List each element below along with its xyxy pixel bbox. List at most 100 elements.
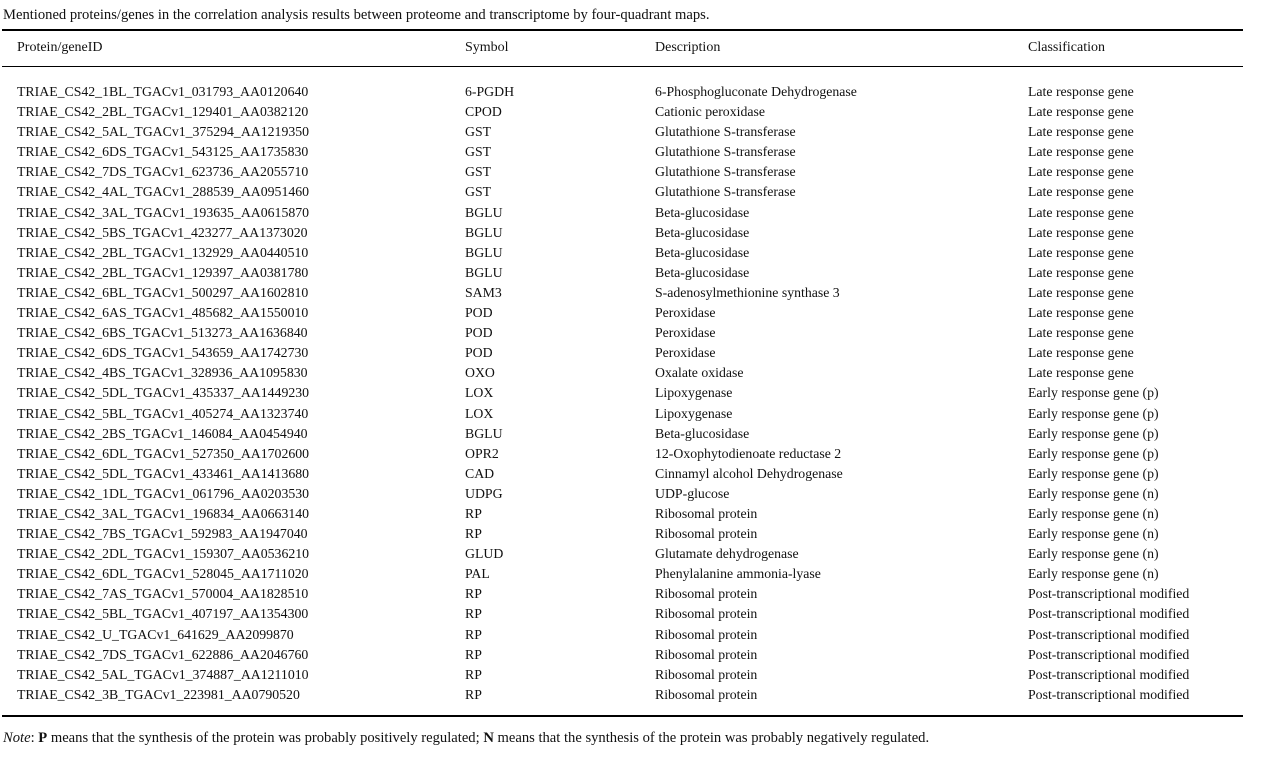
cell-symbol: LOX	[465, 405, 494, 421]
table-row: TRIAE_CS42_7DS_TGACv1_623736_AA2055710 GS…	[2, 162, 1243, 182]
table-caption: Mentioned proteins/genes in the correlat…	[3, 7, 710, 23]
footnote-label: Note	[3, 729, 31, 746]
cell-symbol: GST	[465, 184, 492, 200]
cell-classification: Early response gene (p)	[1028, 425, 1159, 441]
column-header-description: Description	[655, 30, 1028, 67]
cell-protein-id: TRIAE_CS42_7DS_TGACv1_622886_AA2046760	[17, 646, 309, 662]
table-row: TRIAE_CS42_5AL_TGACv1_374887_AA1211010 RP…	[2, 665, 1243, 685]
cell-classification: Post-transcriptional modified	[1028, 646, 1190, 662]
cell-symbol: RP	[465, 626, 482, 642]
cell-description: Ribosomal protein	[655, 626, 758, 642]
table-row: TRIAE_CS42_6DL_TGACv1_527350_AA1702600 OP…	[2, 444, 1243, 464]
table-row: TRIAE_CS42_5BS_TGACv1_423277_AA1373020 BG…	[2, 223, 1243, 243]
cell-symbol: CAD	[465, 465, 495, 481]
cell-protein-id: TRIAE_CS42_2DL_TGACv1_159307_AA0536210	[17, 546, 310, 562]
column-header-protein-id: Protein/geneID	[2, 30, 465, 67]
cell-description: Ribosomal protein	[655, 646, 758, 662]
table-row: TRIAE_CS42_2BL_TGACv1_129401_AA0382120 CP…	[2, 102, 1243, 122]
cell-protein-id: TRIAE_CS42_5BS_TGACv1_423277_AA1373020	[17, 224, 308, 240]
table-row: TRIAE_CS42_6DL_TGACv1_528045_AA1711020 PA…	[2, 564, 1243, 584]
cell-symbol: BGLU	[465, 264, 503, 280]
table-row: TRIAE_CS42_7BS_TGACv1_592983_AA1947040 RP…	[2, 524, 1243, 544]
cell-protein-id: TRIAE_CS42_7BS_TGACv1_592983_AA1947040	[17, 526, 308, 542]
table-row: TRIAE_CS42_6BL_TGACv1_500297_AA1602810 SA…	[2, 283, 1243, 303]
cell-protein-id: TRIAE_CS42_3B_TGACv1_223981_AA0790520	[17, 686, 300, 702]
cell-classification: Late response gene	[1028, 325, 1134, 341]
cell-symbol: SAM3	[465, 284, 502, 300]
cell-protein-id: TRIAE_CS42_3AL_TGACv1_193635_AA0615870	[17, 204, 310, 220]
table-row: TRIAE_CS42_1BL_TGACv1_031793_AA0120640 6-…	[2, 67, 1243, 103]
cell-description: UDP-glucose	[655, 485, 730, 501]
table-row: TRIAE_CS42_3AL_TGACv1_196834_AA0663140 RP…	[2, 504, 1243, 524]
cell-description: S-adenosylmethionine synthase 3	[655, 284, 840, 300]
table-row: TRIAE_CS42_7DS_TGACv1_622886_AA2046760 RP…	[2, 645, 1243, 665]
table-body: TRIAE_CS42_1BL_TGACv1_031793_AA0120640 6-…	[2, 67, 1243, 716]
footnote-text: means that the synthesis of the protein …	[47, 729, 484, 746]
cell-protein-id: TRIAE_CS42_5BL_TGACv1_407197_AA1354300	[17, 606, 309, 622]
cell-description: Beta-glucosidase	[655, 204, 750, 220]
cell-description: Peroxidase	[655, 345, 716, 361]
cell-classification: Late response gene	[1028, 164, 1134, 180]
cell-symbol: GST	[465, 164, 492, 180]
table-row: TRIAE_CS42_5DL_TGACv1_435337_AA1449230 LO…	[2, 383, 1243, 403]
cell-description: Glutathione S-transferase	[655, 144, 796, 160]
footnote-key-letter: N	[483, 729, 494, 746]
cell-protein-id: TRIAE_CS42_1BL_TGACv1_031793_AA0120640	[17, 84, 309, 99]
cell-protein-id: TRIAE_CS42_2BS_TGACv1_146084_AA0454940	[17, 425, 308, 441]
cell-symbol: UDPG	[465, 485, 503, 501]
table-row: TRIAE_CS42_4AL_TGACv1_288539_AA0951460 GS…	[2, 182, 1243, 202]
cell-protein-id: TRIAE_CS42_6DS_TGACv1_543659_AA1742730	[17, 345, 309, 361]
cell-symbol: POD	[465, 345, 493, 361]
cell-description: Ribosomal protein	[655, 586, 758, 602]
cell-classification: Late response gene	[1028, 144, 1134, 160]
cell-description: 12-Oxophytodienoate reductase 2	[655, 445, 842, 461]
cell-symbol: RP	[465, 666, 482, 682]
footnote-text: :	[30, 729, 39, 746]
cell-protein-id: TRIAE_CS42_6DL_TGACv1_528045_AA1711020	[17, 566, 309, 582]
cell-description: Ribosomal protein	[655, 526, 758, 542]
cell-symbol: POD	[465, 325, 493, 341]
cell-classification: Early response gene (p)	[1028, 465, 1159, 481]
table-row: TRIAE_CS42_2BL_TGACv1_129397_AA0381780 BG…	[2, 263, 1243, 283]
cell-description: Peroxidase	[655, 325, 716, 341]
cell-symbol: OPR2	[465, 445, 499, 461]
cell-classification: Late response gene	[1028, 264, 1134, 280]
cell-classification: Late response gene	[1028, 224, 1134, 240]
table-row: TRIAE_CS42_3B_TGACv1_223981_AA0790520 RP R…	[2, 685, 1243, 716]
table-row: TRIAE_CS42_2DL_TGACv1_159307_AA0536210 GL…	[2, 544, 1243, 564]
cell-description: Cationic peroxidase	[655, 104, 765, 120]
cell-protein-id: TRIAE_CS42_2BL_TGACv1_129401_AA0382120	[17, 104, 309, 120]
cell-description: Beta-glucosidase	[655, 425, 750, 441]
cell-classification: Late response gene	[1028, 345, 1134, 361]
cell-protein-id: TRIAE_CS42_6BS_TGACv1_513273_AA1636840	[17, 325, 308, 341]
cell-description: Lipoxygenase	[655, 385, 733, 401]
cell-symbol: BGLU	[465, 224, 503, 240]
cell-protein-id: TRIAE_CS42_6AS_TGACv1_485682_AA1550010	[17, 305, 309, 321]
cell-classification: Early response gene (n)	[1028, 505, 1159, 521]
cell-description: Oxalate oxidase	[655, 365, 744, 381]
cell-protein-id: TRIAE_CS42_7DS_TGACv1_623736_AA2055710	[17, 164, 309, 180]
cell-classification: Late response gene	[1028, 244, 1134, 260]
cell-protein-id: TRIAE_CS42_U_TGACv1_641629_AA2099870	[17, 626, 294, 642]
cell-classification: Post-transcriptional modified	[1028, 686, 1190, 702]
cell-protein-id: TRIAE_CS42_6BL_TGACv1_500297_AA1602810	[17, 284, 309, 300]
footnote-segments: : P means that the synthesis of the prot…	[31, 730, 930, 746]
cell-symbol: RP	[465, 606, 482, 622]
cell-description: Glutamate dehydrogenase	[655, 546, 799, 562]
table-header: Protein/geneID Symbol Description Classific…	[2, 30, 1243, 67]
cell-symbol: 6-PGDH	[465, 84, 515, 99]
results-table: Protein/geneID Symbol Description Classific…	[2, 29, 1243, 717]
cell-symbol: OXO	[465, 365, 495, 381]
table-row: TRIAE_CS42_6AS_TGACv1_485682_AA1550010 PO…	[2, 303, 1243, 323]
footnote-key-letter: P	[38, 729, 48, 746]
cell-symbol: GLUD	[465, 546, 504, 562]
cell-classification: Post-transcriptional modified	[1028, 666, 1190, 682]
cell-classification: Early response gene (p)	[1028, 445, 1159, 461]
cell-description: 6-Phosphogluconate Dehydrogenase	[655, 84, 857, 99]
cell-description: Beta-glucosidase	[655, 224, 750, 240]
footnote-text: means that the synthesis of the protein …	[493, 729, 930, 746]
cell-symbol: BGLU	[465, 204, 503, 220]
cell-description: Cinnamyl alcohol Dehydrogenase	[655, 465, 843, 481]
cell-symbol: GST	[465, 144, 492, 160]
cell-description: Peroxidase	[655, 305, 716, 321]
